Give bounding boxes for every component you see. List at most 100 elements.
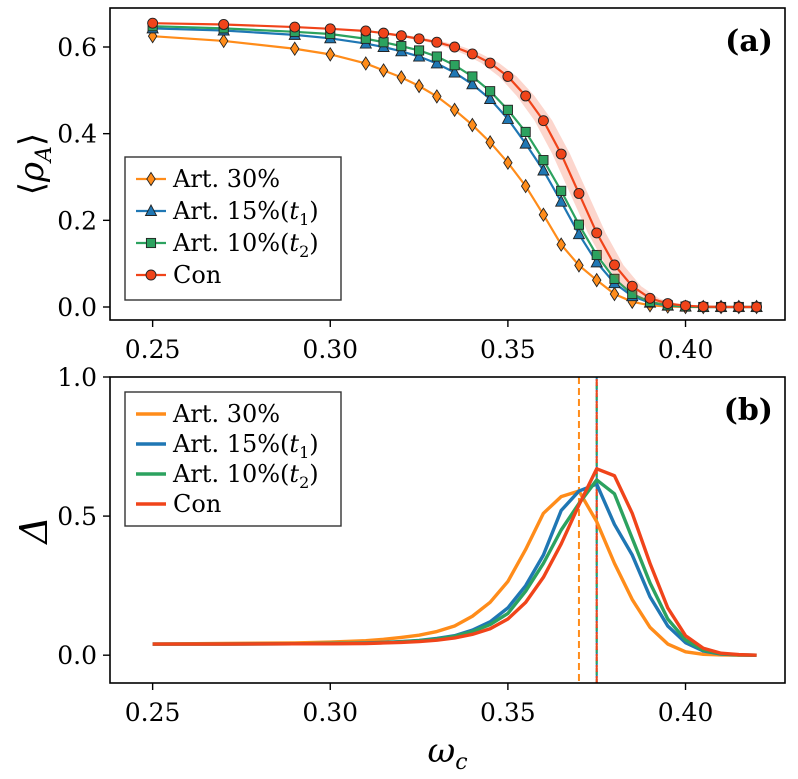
y-tick-label-2: 1.0	[57, 363, 97, 392]
point-2-14	[538, 155, 549, 166]
point-1-12	[501, 111, 515, 124]
legend-label-2-main: Art. 10%(	[172, 229, 289, 257]
legend-label-1-main: Art. 15%(	[172, 197, 289, 225]
legend-label-0: Art. 30%	[172, 400, 280, 428]
point-2-15	[556, 185, 567, 196]
legend-label-2-var: t	[289, 460, 299, 488]
legend-label-3-main: Con	[173, 490, 221, 518]
point-3-13	[520, 90, 532, 102]
point-1-17	[590, 255, 603, 268]
x-tick-label-1: 0.30	[302, 698, 358, 727]
point-0-8	[432, 89, 442, 104]
legend-label-2-sub: 2	[299, 242, 309, 261]
legend-label-2-close: )	[309, 460, 318, 488]
x-tick-label-2: 0.35	[480, 698, 536, 727]
point-2-11	[485, 86, 496, 97]
plot-area	[143, 17, 766, 315]
x-axis-label-main: ω	[427, 731, 455, 771]
point-0-12	[503, 155, 513, 171]
legend-label-0: Art. 30%	[172, 165, 280, 193]
point-2-13	[520, 126, 531, 137]
point-0-2	[290, 41, 300, 57]
point-2-18	[609, 273, 620, 284]
legend-label-2-sub: 2	[299, 473, 309, 492]
point-3-1	[218, 19, 230, 30]
point-2-12	[502, 104, 513, 115]
point-2-17	[591, 249, 602, 261]
axes-frame	[109, 7, 786, 321]
point-0-14	[538, 207, 549, 223]
legend: Art. 30%Art. 15%(t1)Art. 10%(t2)Con	[124, 156, 342, 301]
y-axis-label: ⟨ρA⟩	[12, 133, 57, 195]
series-line-0	[152, 489, 757, 657]
point-1-16	[572, 227, 586, 240]
point-3-15	[555, 148, 567, 160]
y-tick-label-1: 0.2	[57, 206, 97, 235]
point-0-18	[609, 286, 620, 302]
legend-label-3-main: Con	[173, 261, 221, 289]
point-1-13	[519, 136, 532, 149]
point-0-4	[361, 56, 371, 71]
point-2-6	[396, 41, 407, 52]
point-0-16	[574, 258, 584, 273]
x-tick-label-0: 0.25	[125, 698, 181, 727]
plot-area	[152, 377, 757, 683]
point-1-9	[448, 65, 461, 78]
point-0-13	[520, 178, 531, 194]
point-0-5	[378, 63, 389, 78]
x-tick-label-0: 0.25	[125, 335, 181, 364]
point-3-21	[662, 298, 674, 309]
point-2-16	[573, 219, 584, 230]
point-3-0	[147, 17, 159, 29]
legend-label-2-main: Art. 10%(	[172, 460, 289, 488]
point-3-9	[449, 41, 461, 53]
point-3-3	[324, 23, 336, 35]
legend-label-1-close: )	[309, 430, 318, 458]
axes-frame	[109, 376, 786, 684]
point-0-15	[556, 237, 566, 252]
point-0-9	[449, 102, 460, 118]
legend-marker-1	[144, 204, 158, 216]
panel-a: 0.25 0.30 0.35 0.40 0.0 0.2 0.4 0.6 (a) ⟨ρA⟩ Art. …	[12, 7, 786, 364]
legend-label-1-var: t	[289, 430, 299, 458]
point-3-16	[573, 188, 585, 199]
y-tick-label-0: 0.0	[57, 641, 97, 670]
point-0-17	[591, 272, 602, 288]
x-tick-label-1: 0.30	[302, 335, 358, 364]
legend-label-2-close: )	[309, 229, 318, 257]
point-3-4	[360, 25, 372, 37]
panel-label: (a)	[725, 24, 773, 59]
y-axis-label-close: ⟩	[12, 133, 52, 146]
legend-label-1-close: )	[309, 197, 318, 225]
legend-label-2-var: t	[289, 229, 299, 257]
point-3-7	[413, 33, 425, 45]
legend-frame	[124, 156, 342, 301]
point-0-1	[218, 33, 229, 49]
legend-marker-0	[146, 171, 156, 187]
panel-label: (b)	[724, 393, 773, 428]
legend-label-3: Con	[173, 490, 221, 518]
point-1-11	[483, 92, 497, 104]
y-axis-label-sub: A	[32, 146, 57, 164]
point-2-8	[431, 51, 442, 62]
y-tick-label-3: 0.6	[57, 33, 97, 62]
point-2-5	[378, 37, 389, 48]
y-axis-label-open: ⟨	[12, 182, 52, 195]
point-3-14	[537, 115, 549, 127]
point-3-23	[697, 301, 709, 313]
point-0-6	[396, 70, 407, 85]
point-3-26	[751, 301, 763, 313]
point-3-19	[626, 280, 638, 292]
point-3-17	[591, 227, 603, 239]
point-3-8	[431, 36, 443, 48]
legend-marker-3	[145, 269, 157, 281]
point-3-25	[733, 301, 745, 313]
point-1-14	[537, 163, 550, 176]
y-tick-label-0: 0.0	[57, 293, 97, 322]
legend-label-2: Art. 10%(t2)	[172, 229, 319, 261]
point-2-10	[467, 71, 478, 82]
point-1-10	[466, 77, 479, 90]
point-3-10	[466, 48, 478, 60]
